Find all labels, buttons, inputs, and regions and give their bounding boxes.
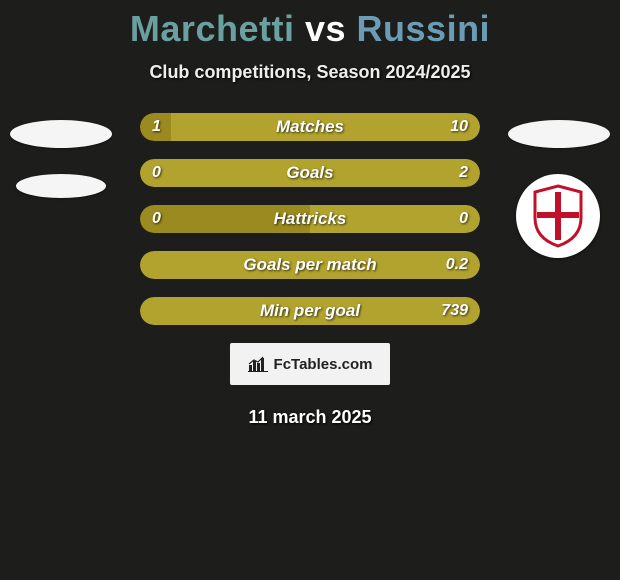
bar-label: Goals per match [140,251,480,279]
left-ellipse-2 [16,174,106,198]
right-badges [508,120,610,258]
shield-icon [531,184,585,248]
right-ellipse-1 [508,120,610,148]
left-ellipse-1 [10,120,112,148]
bar-min-per-goal: Min per goal 739 [140,297,480,325]
player2-name: Russini [357,8,491,49]
bar-value-right: 0 [459,205,468,233]
bar-label: Min per goal [140,297,480,325]
bar-goals-per-match: Goals per match 0.2 [140,251,480,279]
subtitle: Club competitions, Season 2024/2025 [0,62,620,83]
fctables-brand: FcTables.com [230,343,390,385]
left-badges [10,120,112,224]
bar-label: Matches [140,113,480,141]
stat-bars: 1 Matches 10 0 Goals 2 0 Hattricks 0 Goa… [140,113,480,325]
date-label: 11 march 2025 [0,407,620,428]
bar-value-right: 0.2 [446,251,468,279]
vs-label: vs [305,8,346,49]
padova-crest [516,174,600,258]
bar-label: Hattricks [140,205,480,233]
bar-value-right: 2 [459,159,468,187]
player1-name: Marchetti [130,8,295,49]
bar-goals: 0 Goals 2 [140,159,480,187]
comparison-title: Marchetti vs Russini [0,0,620,50]
bar-hattricks: 0 Hattricks 0 [140,205,480,233]
bar-value-right: 739 [441,297,468,325]
brand-text: FcTables.com [274,356,373,373]
bar-chart-icon [248,355,270,373]
bar-value-right: 10 [450,113,468,141]
bar-matches: 1 Matches 10 [140,113,480,141]
bar-label: Goals [140,159,480,187]
